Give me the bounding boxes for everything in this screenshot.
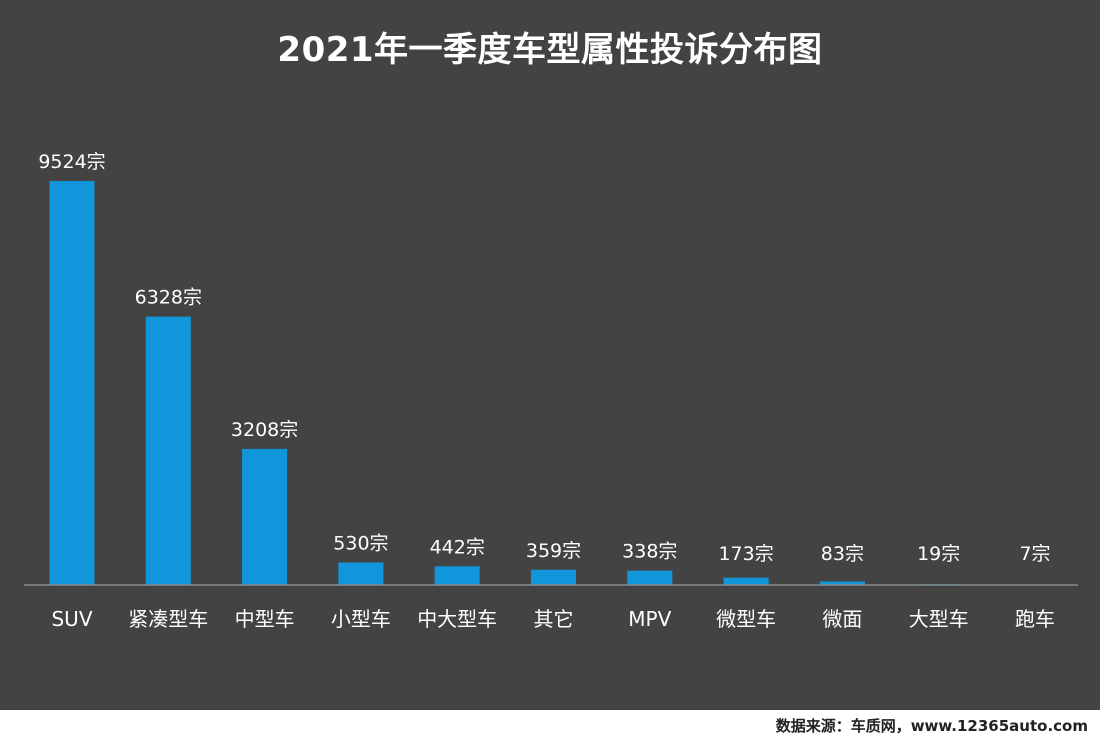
category-label-2: 紧凑型车: [128, 607, 208, 631]
bar-9: [819, 581, 865, 585]
category-label-4: 小型车: [331, 607, 391, 631]
bar-4: [338, 562, 384, 585]
source-note: 数据来源：车质网，www.12365auto.com: [775, 717, 1088, 735]
value-label-5: 442宗: [430, 536, 485, 558]
bar-3: [242, 448, 288, 585]
value-label-10: 19宗: [917, 543, 960, 565]
value-label-6: 359宗: [526, 540, 581, 562]
footer-bar: 数据来源：车质网，www.12365auto.com: [0, 710, 1100, 742]
category-label-5: 中大型车: [417, 607, 497, 631]
category-label-11: 跑车: [1015, 607, 1055, 631]
value-label-8: 173宗: [718, 543, 773, 565]
value-label-4: 530宗: [333, 533, 388, 555]
value-label-1: 9524宗: [38, 151, 105, 173]
category-label-8: 微型车: [716, 607, 776, 631]
category-label-6: 其它: [534, 607, 574, 631]
value-label-7: 338宗: [622, 541, 677, 563]
value-label-2: 6328宗: [135, 287, 202, 309]
bar-2: [145, 316, 191, 585]
bars-group: [49, 181, 1058, 585]
bar-1: [49, 181, 95, 585]
category-label-10: 大型车: [909, 607, 969, 631]
value-label-11: 7宗: [1019, 543, 1050, 565]
category-label-7: MPV: [628, 607, 671, 631]
value-label-9: 83宗: [821, 543, 864, 565]
value-labels-group: 9524宗 6328宗 3208宗 530宗 442宗 359宗 338宗 173宗 83宗 19…: [38, 151, 1050, 565]
category-labels-group: SUV 紧凑型车 中型车 小型车 中大型车 其它 MPV 微型车 微面 大型车 跑车: [51, 607, 1055, 631]
category-label-9: 微面: [822, 607, 862, 631]
bar-7: [627, 570, 673, 585]
bar-6: [531, 569, 576, 585]
bar-8: [723, 577, 769, 585]
value-label-3: 3208宗: [231, 419, 298, 441]
bar-5: [434, 566, 480, 585]
category-label-3: 中型车: [235, 607, 295, 631]
category-label-1: SUV: [51, 607, 92, 631]
bar-chart: 9524宗 6328宗 3208宗 530宗 442宗 359宗 338宗 173宗 83宗 19…: [24, 151, 1078, 631]
chart-title: 2021年一季度车型属性投诉分布图: [277, 30, 823, 70]
